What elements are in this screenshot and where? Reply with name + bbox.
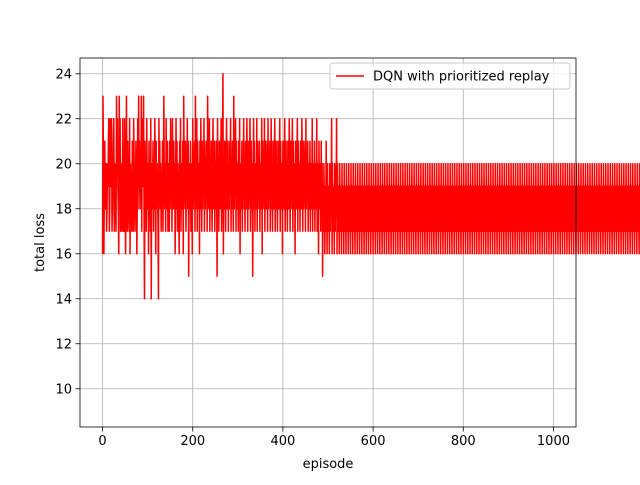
y-tick-label: 16: [55, 247, 72, 262]
legend-label: DQN with prioritized replay: [373, 70, 550, 85]
x-axis-label: episode: [303, 457, 354, 472]
x-tick-label: 400: [270, 434, 295, 449]
y-tick-label: 14: [55, 292, 72, 307]
tick-layer: 0 200 400 600 800 1000 10 12 14 16 18 20 22 24: [55, 67, 570, 449]
x-tick-label: 200: [180, 434, 205, 449]
x-tick-label: 800: [451, 434, 476, 449]
plot-frame: [79, 57, 577, 428]
x-tick-label: 0: [98, 434, 106, 449]
series-line: [101, 73, 640, 300]
series-layer: [101, 73, 640, 300]
y-tick-label: 24: [55, 67, 72, 82]
y-tick-label: 22: [55, 112, 72, 127]
legend: DQN with prioritized replay: [329, 62, 571, 90]
x-tick-label: 600: [361, 434, 386, 449]
y-tick-label: 18: [55, 202, 72, 217]
y-axis-label: total loss: [33, 213, 48, 272]
y-tick-label: 20: [55, 157, 72, 172]
x-tick-label: 1000: [537, 434, 570, 449]
y-tick-label: 10: [55, 382, 72, 397]
y-tick-label: 12: [55, 337, 72, 352]
legend-box: [329, 62, 571, 90]
